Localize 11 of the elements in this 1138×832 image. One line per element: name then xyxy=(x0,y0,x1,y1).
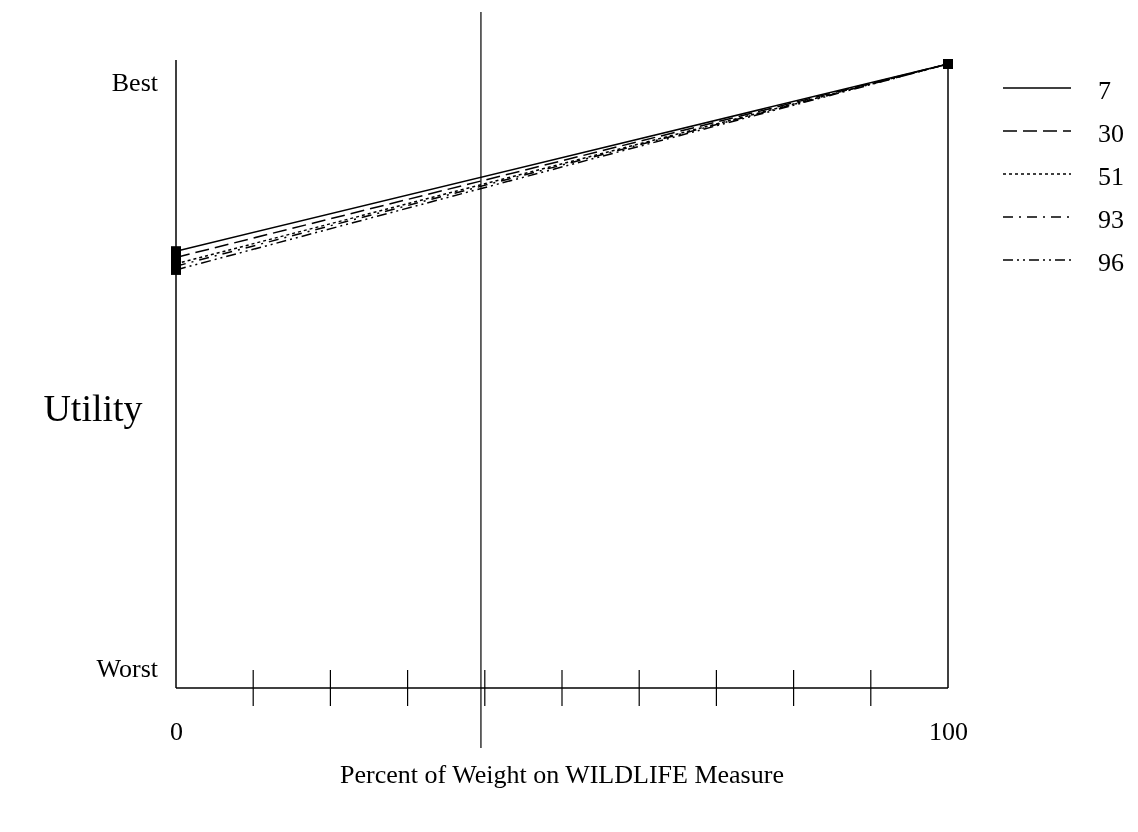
legend-label: 7 xyxy=(1098,76,1111,106)
x-axis-title: Percent of Weight on WILDLIFE Measure xyxy=(340,760,784,789)
x-tick-label: 100 xyxy=(929,717,968,747)
legend-label: 30 xyxy=(1098,119,1124,149)
y-axis-title: Utility xyxy=(43,387,143,430)
legend-label: 96 xyxy=(1098,248,1124,278)
x-tick-label: 0 xyxy=(170,717,183,747)
text: Worst xyxy=(96,654,159,684)
legend-label: 51 xyxy=(1098,162,1124,192)
text: Best xyxy=(111,68,159,98)
legend-label: 93 xyxy=(1098,205,1124,235)
